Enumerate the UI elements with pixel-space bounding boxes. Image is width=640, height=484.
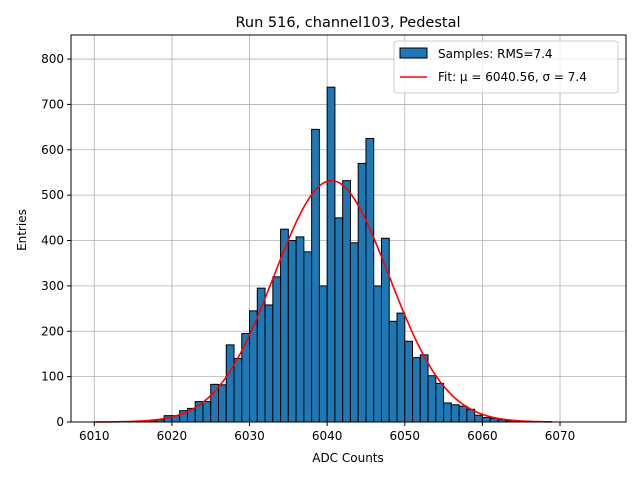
histogram-bar	[373, 285, 382, 423]
x-tick-label: 6040	[312, 429, 343, 443]
y-tick-label: 200	[41, 324, 64, 338]
x-tick-label: 6050	[390, 429, 421, 443]
histogram-bar	[396, 312, 406, 423]
histogram-bar	[404, 340, 414, 423]
y-tick-label: 400	[41, 234, 64, 248]
histogram-bar	[357, 162, 367, 423]
y-tick-label: 600	[41, 143, 64, 157]
histogram-bar	[318, 285, 328, 423]
histogram-bar	[303, 251, 313, 423]
x-tick-label: 6010	[79, 429, 110, 443]
histogram-bar	[412, 357, 421, 423]
chart-title: Run 516, channel103, Pedestal	[235, 15, 460, 31]
histogram-bar	[311, 128, 320, 423]
histogram-bar	[474, 414, 483, 423]
legend-samples: Samples: RMS=7.4	[438, 47, 553, 61]
histogram-bar	[349, 242, 359, 423]
histogram-bar	[217, 384, 227, 423]
histogram-bar	[481, 416, 491, 423]
legend: Samples: RMS=7.4 Fit: μ = 6040.56, σ = 7…	[393, 40, 619, 94]
histogram-bar	[419, 354, 429, 423]
histogram-bar	[334, 217, 344, 423]
y-axis-label: Entries	[15, 209, 29, 251]
x-tick-label: 6060	[467, 429, 498, 443]
histogram-bar	[233, 357, 243, 423]
histogram-bar	[287, 240, 297, 423]
histogram-bar	[388, 320, 398, 423]
histogram-bar	[272, 276, 282, 423]
y-tick-label: 500	[41, 188, 64, 202]
histogram-bar	[427, 375, 437, 423]
histogram-bar	[443, 402, 452, 423]
y-tick-label: 700	[41, 97, 64, 111]
y-tick-label: 100	[41, 370, 64, 384]
histogram-bar	[225, 344, 235, 423]
histogram-bar	[295, 236, 305, 423]
histogram-bar	[264, 304, 274, 423]
histogram-bar	[435, 382, 445, 423]
legend-fit: Fit: μ = 6040.56, σ = 7.4	[438, 70, 587, 84]
x-tick-label: 6030	[234, 429, 265, 443]
y-tick-label: 300	[41, 279, 64, 293]
histogram-bar	[450, 404, 460, 423]
histogram-bar	[202, 401, 212, 423]
x-axis-label: ADC Counts	[312, 451, 384, 465]
histogram-bar	[326, 86, 336, 423]
y-tick-label: 800	[41, 52, 64, 66]
fit-curve	[94, 179, 553, 423]
legend-bar-swatch	[399, 47, 428, 59]
histogram-bar	[365, 137, 375, 423]
histogram-bar	[458, 405, 468, 423]
plot-frame	[70, 34, 627, 423]
histogram-bar	[210, 383, 219, 423]
y-tick-label: 0	[56, 415, 64, 429]
x-tick-label: 6020	[157, 429, 188, 443]
x-tick-label: 6070	[545, 429, 576, 443]
histogram-bar	[342, 180, 351, 423]
